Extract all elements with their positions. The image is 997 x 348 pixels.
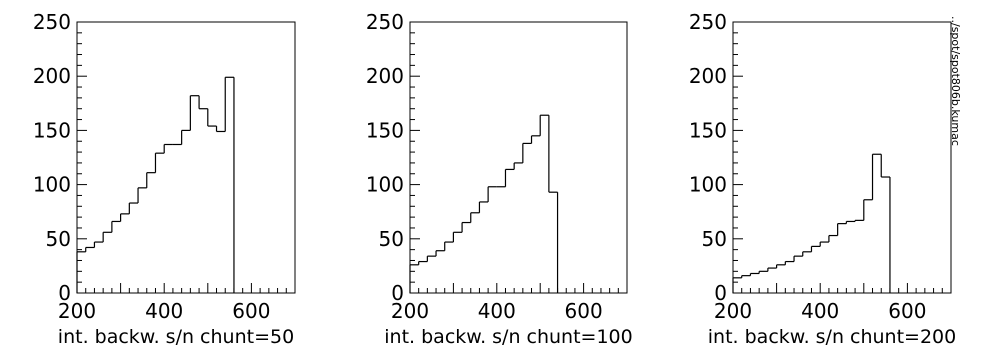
plot-frame <box>732 21 952 294</box>
x-tick-label: 400 <box>478 299 516 323</box>
x-tick-label: 600 <box>565 299 603 323</box>
x-tick-label: 600 <box>232 299 270 323</box>
y-tick-label: 50 <box>702 227 727 251</box>
y-tick-label: 50 <box>379 227 404 251</box>
y-tick-label: 0 <box>58 281 71 305</box>
y-tick-label: 100 <box>366 173 404 197</box>
y-tick-label: 200 <box>33 64 71 88</box>
histogram-panel-2: 0 50 100 150 200 250 200 400 600 int. backw. s/n … <box>366 10 633 348</box>
y-tick-label: 0 <box>714 281 727 305</box>
plot-frame <box>76 21 296 294</box>
x-tick-label: 200 <box>714 299 752 323</box>
plot-frame <box>409 21 628 294</box>
y-tick-label: 200 <box>366 64 404 88</box>
y-tick-label: 200 <box>689 64 727 88</box>
x-tick-label: 400 <box>801 299 839 323</box>
x-axis-title: int. backw. s/n chunt=100 <box>384 326 632 348</box>
x-axis-title: int. backw. s/n chunt=50 <box>58 326 294 348</box>
x-tick-label: 200 <box>391 299 429 323</box>
x-tick-label: 600 <box>888 299 926 323</box>
y-tick-label: 100 <box>33 173 71 197</box>
y-tick-label: 50 <box>46 227 71 251</box>
y-tick-label: 250 <box>689 10 727 34</box>
x-axis-title: int. backw. s/n chunt=200 <box>708 326 956 348</box>
y-tick-label: 250 <box>33 10 71 34</box>
y-tick-label: 100 <box>689 173 727 197</box>
histogram-panel-3: 0 50 100 150 200 250 200 400 600 int. backw. s/n … <box>689 10 956 348</box>
y-tick-label: 150 <box>689 118 727 142</box>
x-tick-label: 200 <box>58 299 96 323</box>
y-tick-label: 0 <box>391 281 404 305</box>
histogram-panel-1: 0 50 100 150 200 250 200 400 600 int. backw. s/n … <box>33 10 296 348</box>
y-tick-label: 150 <box>366 118 404 142</box>
x-tick-label: 400 <box>145 299 183 323</box>
kumac-file-label: ../spot/spot806b.kumac <box>949 16 962 146</box>
y-tick-label: 250 <box>366 10 404 34</box>
y-tick-label: 150 <box>33 118 71 142</box>
